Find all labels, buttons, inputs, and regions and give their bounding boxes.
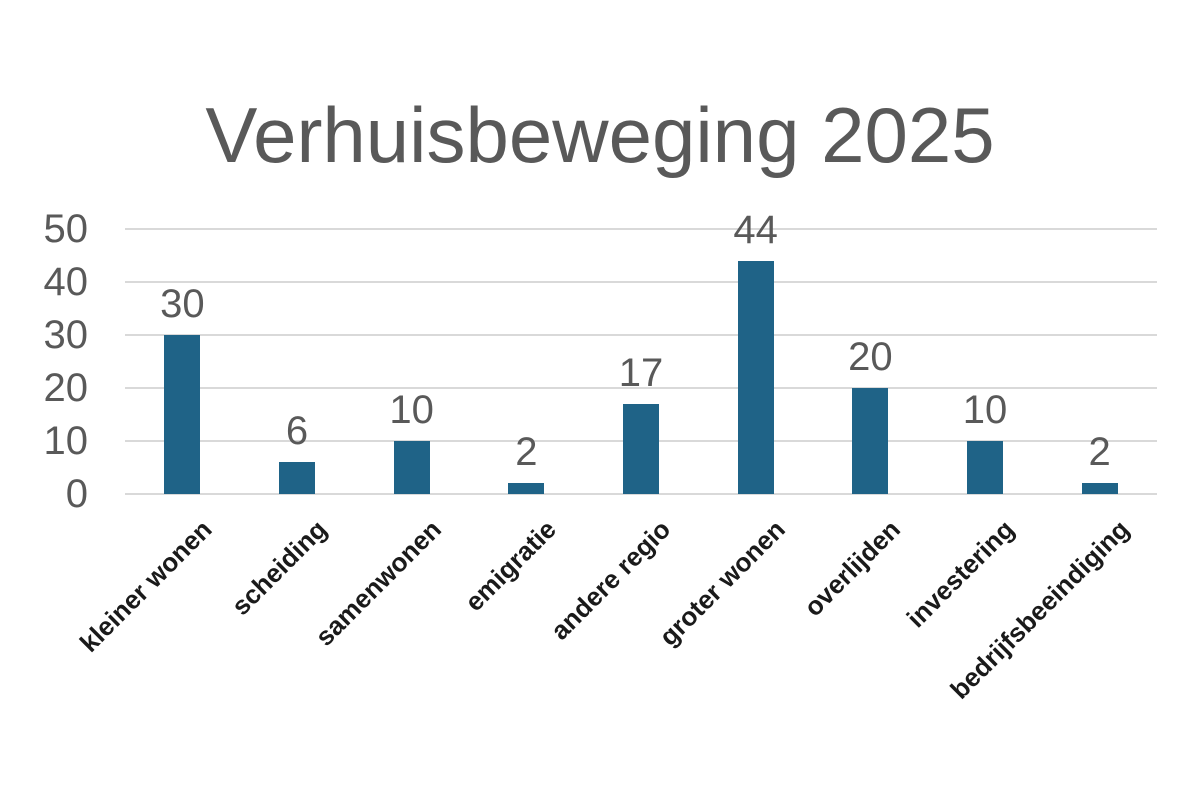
gridline-30 <box>125 334 1157 336</box>
gridline-0 <box>125 493 1157 495</box>
y-axis-tick-10: 10 <box>43 419 89 463</box>
category-label-kleiner-wonen: kleiner wonen <box>73 514 218 658</box>
gridline-40 <box>125 281 1157 283</box>
value-label-andere-regio: 17 <box>618 350 664 395</box>
bar-bedrijfsbeeindiging <box>1081 483 1118 494</box>
y-axis-tick-30: 30 <box>43 313 89 357</box>
category-label-emigratie: emigratie <box>458 514 562 617</box>
value-label-emigratie: 2 <box>515 430 538 475</box>
category-label-scheiding: scheiding <box>225 514 333 622</box>
bar-overlijden <box>852 388 889 494</box>
value-label-investering: 10 <box>962 388 1008 432</box>
value-label-scheiding: 6 <box>285 409 309 454</box>
gridline-50 <box>125 228 1157 230</box>
y-axis-tick-20: 20 <box>43 366 89 410</box>
category-label-investering: investering <box>900 514 1021 634</box>
bar-investering <box>967 441 1003 494</box>
y-axis-tick-40: 40 <box>43 260 89 304</box>
chart-title: Verhuisbeweging 2025 <box>205 91 995 179</box>
y-axis-tick-50: 50 <box>43 207 89 251</box>
value-label-bedrijfsbeeindiging: 2 <box>1088 430 1111 475</box>
bar-groter-wonen <box>737 260 774 494</box>
bar-scheiding <box>279 462 315 494</box>
value-label-samenwonen: 10 <box>389 388 434 432</box>
bar-emigratie <box>508 483 545 494</box>
bar-andere-regio <box>623 403 659 494</box>
y-axis-tick-0: 0 <box>65 472 88 516</box>
value-label-kleiner-wonen: 30 <box>160 282 205 326</box>
bar-samenwonen <box>393 441 430 494</box>
bar-kleiner-wonen <box>164 335 201 494</box>
category-label-overlijden: overlijden <box>797 514 906 623</box>
gridline-20 <box>125 387 1157 389</box>
value-label-overlijden: 20 <box>848 335 893 379</box>
value-label-groter-wonen: 44 <box>733 207 778 252</box>
